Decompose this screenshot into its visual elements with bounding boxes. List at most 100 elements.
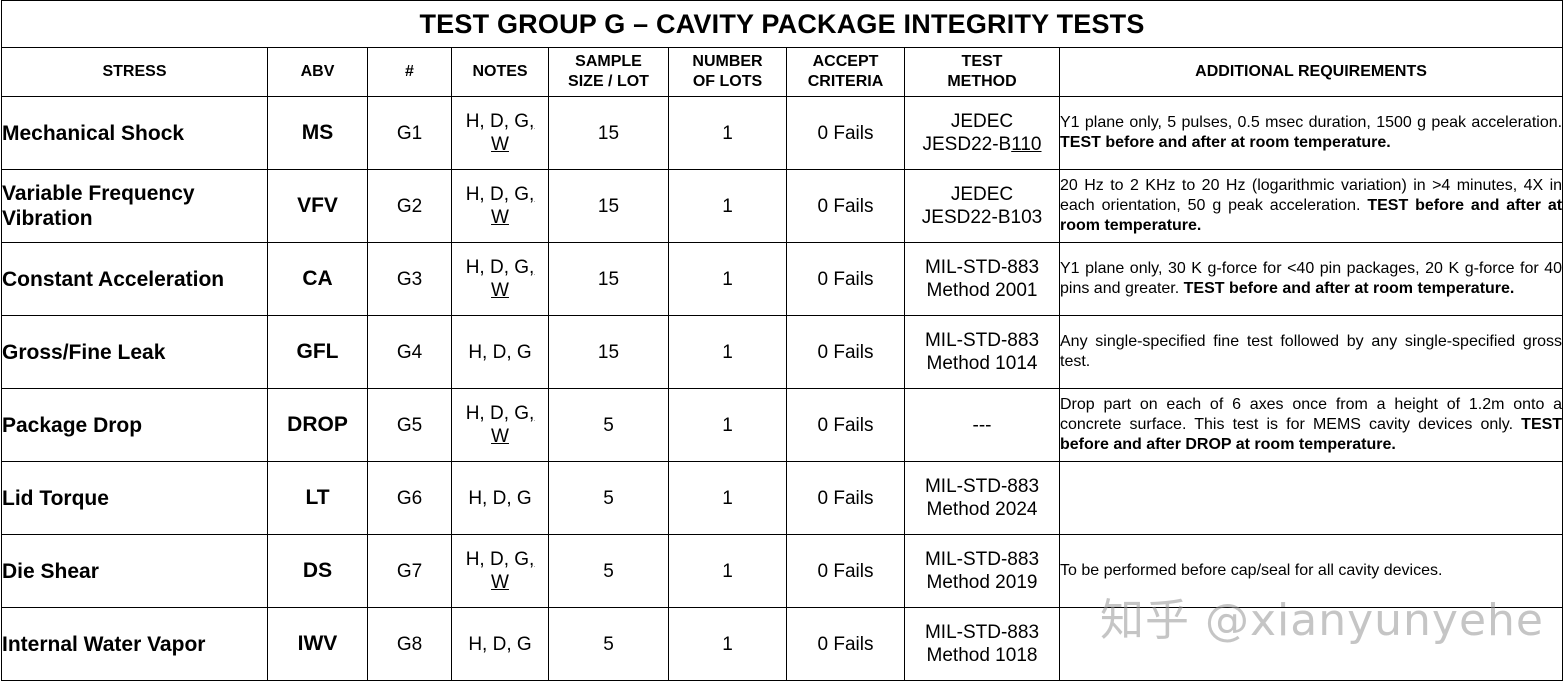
method-line2: Method 2019 [926, 572, 1038, 593]
table-row: Mechanical Shock MS G1 H, D, G, W 15 1 0 … [1, 96, 1564, 170]
notes: H, D, G [451, 607, 549, 681]
header-lots-line1: NUMBER [692, 53, 763, 70]
accept-criteria: 0 Fails [786, 96, 905, 170]
number-of-lots: 1 [668, 534, 787, 608]
sample-size: 5 [548, 461, 669, 535]
accept-criteria: 0 Fails [786, 169, 905, 243]
notes-separator: , [529, 403, 535, 424]
abv: CA [267, 242, 368, 316]
header-sample-line1: SAMPLE [575, 53, 642, 70]
table-row: Package Drop DROP G5 H, D, G, W 5 1 0 Fai… [1, 388, 1564, 462]
test-number: G7 [367, 534, 452, 608]
notes-separator: , [529, 549, 535, 570]
notes-separator: , [529, 184, 535, 205]
requirements-text: Any single-specified fine test followed … [1060, 333, 1563, 370]
notes-line2: W [491, 207, 509, 228]
method-line1: MIL-STD-883 [924, 622, 1040, 643]
requirements-bold: TEST before and after at room temperatur… [1183, 280, 1515, 297]
stress-name: Mechanical Shock [1, 96, 268, 170]
test-method: MIL-STD-883 Method 2001 [904, 242, 1060, 316]
table-row: Internal Water Vapor IWV G8 H, D, G 5 1 … [1, 607, 1564, 681]
number-of-lots: 1 [668, 96, 787, 170]
notes-separator: , [529, 111, 535, 132]
test-number: G4 [367, 315, 452, 389]
test-method: --- [904, 388, 1060, 462]
notes-line2: W [491, 426, 509, 447]
method-line2: Method 2024 [926, 499, 1038, 520]
notes: H, D, G [451, 461, 549, 535]
additional-requirements [1058, 607, 1564, 681]
number-of-lots: 1 [668, 169, 787, 243]
test-number: G3 [367, 242, 452, 316]
test-number: G6 [367, 461, 452, 535]
stress-name: Constant Acceleration [1, 242, 268, 316]
stress-name: Variable Frequency Vibration [1, 169, 268, 243]
test-method: MIL-STD-883 Method 2024 [904, 461, 1060, 535]
header-accept-line2: CRITERIA [807, 73, 884, 90]
sample-size: 15 [548, 169, 669, 243]
stress-name: Lid Torque [1, 461, 268, 535]
abv: DS [267, 534, 368, 608]
method-line2: Method 2001 [926, 280, 1038, 301]
notes-line1: H, D, G [465, 184, 530, 205]
test-method: JEDEC JESD22-B110 [904, 96, 1060, 170]
title-row: TEST GROUP G – CAVITY PACKAGE INTEGRITY … [0, 0, 1564, 48]
test-number: G2 [367, 169, 452, 243]
header-lots-line2: OF LOTS [692, 73, 763, 90]
notes: H, D, G, W [451, 388, 549, 462]
requirements-text: Drop part on each of 6 axes once from a … [1060, 396, 1563, 433]
method-line2: JESD22-B103 [921, 207, 1043, 228]
accept-criteria: 0 Fails [786, 315, 905, 389]
additional-requirements: Any single-specified fine test followed … [1058, 315, 1564, 389]
header-sample-size: SAMPLE SIZE / LOT [548, 47, 669, 97]
number-of-lots: 1 [668, 388, 787, 462]
header-number-of-lots: NUMBER OF LOTS [668, 47, 787, 97]
sample-size: 5 [548, 388, 669, 462]
notes-line1: H, D, G [465, 549, 530, 570]
accept-criteria: 0 Fails [786, 242, 905, 316]
notes-line2: W [491, 572, 509, 593]
notes-separator: , [529, 257, 535, 278]
sample-size: 15 [548, 315, 669, 389]
requirements-text: 20 Hz to 2 KHz to 20 Hz (logarithmic var… [1060, 177, 1563, 214]
sample-size: 15 [548, 242, 669, 316]
requirements-text: Y1 plane only, 30 K g-force for <40 pin … [1060, 260, 1563, 297]
method-line2: JESD22-B [922, 134, 1012, 155]
method-line1: MIL-STD-883 [924, 330, 1040, 351]
test-method: MIL-STD-883 Method 1014 [904, 315, 1060, 389]
header-abv: ABV [267, 47, 368, 97]
header-row: STRESS ABV # NOTES SAMPLE SIZE / LOT NUMB… [1, 47, 1564, 97]
number-of-lots: 1 [668, 461, 787, 535]
number-of-lots: 1 [668, 242, 787, 316]
stress-name: Die Shear [1, 534, 268, 608]
additional-requirements: Drop part on each of 6 axes once from a … [1058, 388, 1564, 462]
requirements-text: To be performed before cap/seal for all … [1060, 562, 1443, 579]
test-number: G8 [367, 607, 452, 681]
header-stress: STRESS [1, 47, 268, 97]
sample-size: 5 [548, 607, 669, 681]
table-row: Lid Torque LT G6 H, D, G 5 1 0 Fails MIL… [1, 461, 1564, 535]
method-line1: JEDEC [950, 184, 1014, 205]
test-method: JEDEC JESD22-B103 [904, 169, 1060, 243]
additional-requirements: Y1 plane only, 5 pulses, 0.5 msec durati… [1058, 96, 1564, 170]
requirements-text: Y1 plane only, 5 pulses, 0.5 msec durati… [1060, 114, 1563, 131]
method-line1: MIL-STD-883 [924, 476, 1040, 497]
notes-line1: H, D, G [465, 403, 530, 424]
abv: DROP [267, 388, 368, 462]
accept-criteria: 0 Fails [786, 461, 905, 535]
notes-line1: H, D, G [465, 257, 530, 278]
header-sample-line2: SIZE / LOT [568, 73, 649, 90]
additional-requirements: To be performed before cap/seal for all … [1058, 534, 1564, 608]
header-additional-requirements: ADDITIONAL REQUIREMENTS [1058, 47, 1564, 97]
test-method: MIL-STD-883 Method 2019 [904, 534, 1060, 608]
test-number: G5 [367, 388, 452, 462]
table-row: Die Shear DS G7 H, D, G, W 5 1 0 Fails MI… [1, 534, 1564, 608]
notes: H, D, G, W [451, 242, 549, 316]
table-title: TEST GROUP G – CAVITY PACKAGE INTEGRITY … [0, 0, 1564, 48]
accept-criteria: 0 Fails [786, 607, 905, 681]
sample-size: 5 [548, 534, 669, 608]
additional-requirements [1058, 461, 1564, 535]
notes: H, D, G [451, 315, 549, 389]
notes-line2: W [491, 280, 509, 301]
